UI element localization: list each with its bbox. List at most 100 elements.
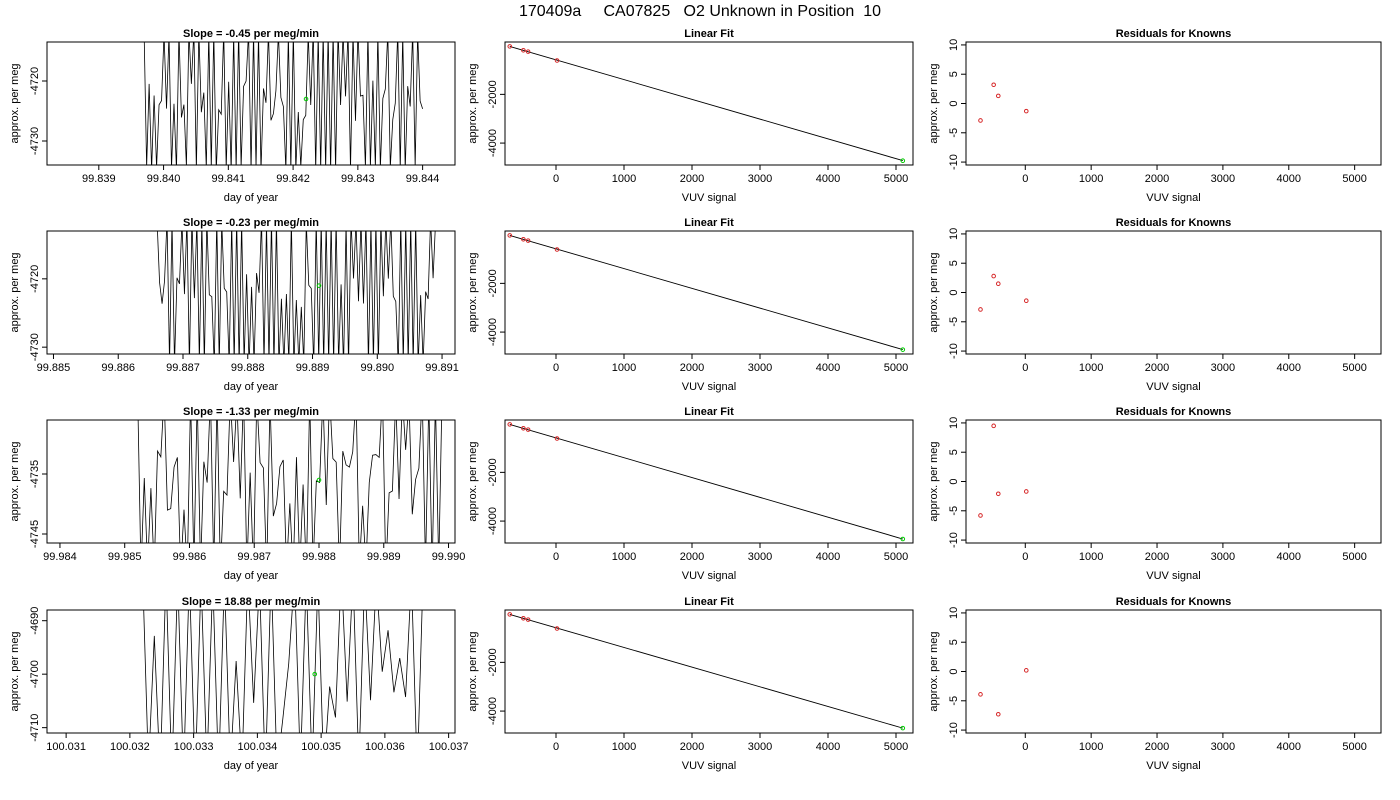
x-tick-label: 3000 (1211, 741, 1235, 753)
y-tick-label: 5 (948, 449, 960, 455)
y-tick-label: -10 (948, 343, 960, 359)
signal-panel-2: Slope = -0.23 per meg/min 99.885 99.886 99.… (9, 217, 459, 393)
plot-frame (965, 41, 1382, 166)
y-axis-label: approx. per meg (467, 441, 479, 521)
residual-point (995, 281, 1001, 287)
residual-point (1023, 668, 1029, 673)
x-tick-label: 99.889 (296, 362, 330, 374)
y-tick-label: -10 (948, 154, 960, 170)
x-tick-label: 3000 (1211, 362, 1235, 374)
x-tick-label: 99.888 (231, 362, 265, 374)
x-tick-label: 3000 (1211, 551, 1235, 563)
x-tick-label: 5000 (1342, 362, 1366, 374)
unknown-point (900, 536, 906, 542)
y-tick-label: -4000 (487, 507, 499, 535)
x-tick-label: 4000 (1277, 741, 1301, 753)
y-tick-label: -5 (948, 317, 960, 327)
unknown-point (900, 158, 906, 163)
x-tick-label: 2000 (1145, 551, 1169, 563)
panel-title: Residuals for Knowns (1116, 406, 1232, 418)
x-tick-label: 1000 (1079, 362, 1103, 374)
x-axis-label: VUV signal (682, 760, 736, 772)
residual-point (991, 82, 996, 88)
x-tick-label: 0 (1022, 741, 1028, 753)
panel-title: Residuals for Knowns (1116, 28, 1232, 40)
x-tick-label: 0 (1022, 551, 1028, 563)
x-tick-label: 99.890 (360, 362, 394, 374)
y-tick-label: -4000 (487, 318, 499, 346)
panel-title: Linear Fit (684, 28, 734, 40)
x-tick-label: 99.988 (302, 551, 336, 563)
x-tick-label: 4000 (1277, 551, 1301, 563)
x-tick-label: 1000 (612, 551, 636, 563)
panel-title: Linear Fit (684, 406, 734, 418)
x-tick-label: 5000 (884, 362, 908, 374)
unknown-point (316, 477, 322, 483)
x-tick-label: 4000 (1277, 173, 1301, 185)
fit-panel-3: Linear Fit 0 1000 2000 3000 4000 5000 -2000 -400… (467, 406, 914, 582)
y-axis-label: approx. per meg (9, 252, 21, 332)
residuals-panel-4: Residuals for Knowns 0 1000 2000 3000 4000 500… (928, 596, 1382, 772)
x-tick-label: 2000 (680, 173, 704, 185)
y-tick-label: -5 (948, 696, 960, 706)
x-tick-label: 0 (1022, 362, 1028, 374)
y-tick-label: -10 (948, 722, 960, 738)
x-tick-label: 0 (553, 362, 559, 374)
x-tick-label: 99.887 (166, 362, 200, 374)
signal-trace (143, 42, 424, 165)
x-tick-label: 99.984 (43, 551, 77, 563)
y-tick-label: 5 (948, 71, 960, 77)
x-tick-label: 100.035 (301, 741, 341, 753)
y-axis-label: approx. per meg (9, 631, 21, 711)
y-axis-label: approx. per meg (467, 63, 479, 143)
plot-frame (965, 230, 1382, 355)
x-tick-label: 3000 (1211, 173, 1235, 185)
unknown-point (312, 671, 318, 677)
x-tick-label: 99.840 (147, 173, 181, 185)
y-axis-label: approx. per meg (928, 441, 940, 521)
y-tick-label: 5 (948, 260, 960, 266)
x-tick-label: 99.839 (82, 173, 116, 185)
plot-frame (965, 419, 1382, 544)
known-point (554, 247, 560, 252)
panel-title: Residuals for Knowns (1116, 596, 1232, 608)
x-tick-label: 99.844 (406, 173, 440, 185)
residual-point (991, 423, 996, 429)
y-tick-label: 5 (948, 639, 960, 645)
y-axis-label: approx. per meg (9, 63, 21, 143)
y-axis-label: approx. per meg (928, 252, 940, 332)
y-tick-label: -4700 (29, 660, 41, 688)
x-tick-label: 0 (553, 741, 559, 753)
residual-point (995, 711, 1001, 717)
y-tick-label: 0 (948, 289, 960, 295)
x-tick-label: 4000 (816, 362, 840, 374)
x-tick-label: 100.037 (429, 741, 469, 753)
known-point (507, 233, 513, 238)
x-tick-label: 99.986 (173, 551, 207, 563)
x-tick-label: 3000 (748, 173, 772, 185)
y-tick-label: -5 (948, 506, 960, 516)
y-tick-label: 10 (948, 417, 960, 429)
y-tick-label: -2000 (487, 648, 499, 676)
x-tick-label: 3000 (748, 741, 772, 753)
x-tick-label: 99.987 (237, 551, 271, 563)
x-axis-label: VUV signal (682, 192, 736, 204)
plot-frame (46, 419, 456, 544)
known-point (554, 58, 560, 63)
fit-line (509, 45, 903, 162)
x-tick-label: 0 (553, 173, 559, 185)
y-tick-label: -10 (948, 532, 960, 548)
x-tick-label: 5000 (884, 173, 908, 185)
unknown-point (303, 96, 309, 102)
panel-title: Residuals for Knowns (1116, 217, 1232, 229)
residual-point (1023, 489, 1029, 494)
x-tick-label: 1000 (612, 362, 636, 374)
residuals-panel-3: Residuals for Knowns 0 1000 2000 3000 4000 500… (928, 406, 1382, 582)
panel-title: Linear Fit (684, 596, 734, 608)
plot-frame (504, 419, 914, 544)
unknown-point (900, 725, 906, 731)
y-axis-label: approx. per meg (467, 252, 479, 332)
y-tick-label: -4730 (29, 127, 41, 155)
x-axis-label: VUV signal (1146, 570, 1200, 582)
x-tick-label: 99.843 (341, 173, 375, 185)
